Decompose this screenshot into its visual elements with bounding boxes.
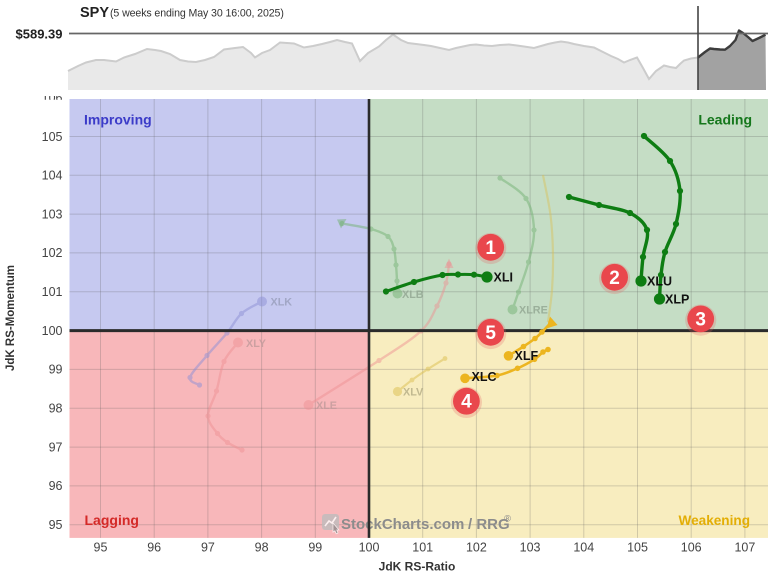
svg-text:XLC: XLC — [472, 370, 497, 384]
svg-text:®: ® — [504, 514, 511, 525]
svg-text:100: 100 — [359, 541, 380, 555]
svg-text:/ RRG: / RRG — [468, 516, 510, 533]
svg-text:95: 95 — [49, 518, 63, 532]
svg-text:JdK RS-Ratio: JdK RS-Ratio — [379, 560, 456, 574]
svg-text:StockCharts.com: StockCharts.com — [341, 516, 464, 533]
svg-text:96: 96 — [147, 541, 161, 555]
svg-text:100: 100 — [42, 324, 63, 338]
svg-text:Improving: Improving — [84, 112, 152, 128]
svg-text:XLV: XLV — [403, 387, 424, 399]
svg-text:XLI: XLI — [494, 271, 513, 285]
svg-text:XLF: XLF — [515, 349, 539, 363]
svg-text:95: 95 — [94, 541, 108, 555]
svg-text:XLRE: XLRE — [519, 305, 548, 317]
svg-text:101: 101 — [42, 285, 63, 299]
svg-text:107: 107 — [734, 541, 755, 555]
svg-text:97: 97 — [49, 440, 63, 454]
svg-text:103: 103 — [42, 207, 63, 221]
svg-text:XLE: XLE — [316, 400, 337, 412]
svg-text:106: 106 — [681, 541, 702, 555]
svg-text:Weakening: Weakening — [678, 513, 750, 528]
svg-text:102: 102 — [466, 541, 487, 555]
svg-text:105: 105 — [42, 130, 63, 144]
svg-text:(5 weeks ending May 30 16:00,: (5 weeks ending May 30 16:00, 2025) — [110, 8, 284, 20]
svg-text:JdK RS-Momentum: JdK RS-Momentum — [5, 265, 17, 371]
svg-text:XLB: XLB — [402, 289, 424, 301]
svg-text:3: 3 — [695, 309, 706, 330]
svg-text:104: 104 — [42, 169, 63, 183]
svg-text:101: 101 — [412, 541, 433, 555]
svg-text:XLU: XLU — [647, 275, 672, 289]
svg-text:SPY: SPY — [80, 5, 109, 21]
svg-text:XLK: XLK — [271, 297, 293, 309]
svg-text:4: 4 — [461, 392, 472, 413]
svg-text:Leading: Leading — [698, 112, 752, 128]
svg-text:$589.39: $589.39 — [16, 26, 63, 41]
svg-text:106: 106 — [42, 91, 63, 105]
svg-text:Lagging: Lagging — [85, 512, 139, 528]
svg-text:98: 98 — [49, 402, 63, 416]
svg-text:99: 99 — [308, 541, 322, 555]
svg-text:1: 1 — [485, 238, 496, 259]
svg-text:XLP: XLP — [665, 293, 689, 307]
svg-text:5: 5 — [485, 323, 496, 344]
svg-text:105: 105 — [627, 541, 648, 555]
svg-text:98: 98 — [255, 541, 269, 555]
svg-text:99: 99 — [49, 363, 63, 377]
svg-text:104: 104 — [573, 541, 594, 555]
svg-text:96: 96 — [49, 479, 63, 493]
svg-text:97: 97 — [201, 541, 215, 555]
svg-text:2: 2 — [609, 268, 620, 289]
svg-text:XLY: XLY — [246, 338, 267, 350]
svg-text:103: 103 — [520, 541, 541, 555]
svg-text:102: 102 — [42, 246, 63, 260]
